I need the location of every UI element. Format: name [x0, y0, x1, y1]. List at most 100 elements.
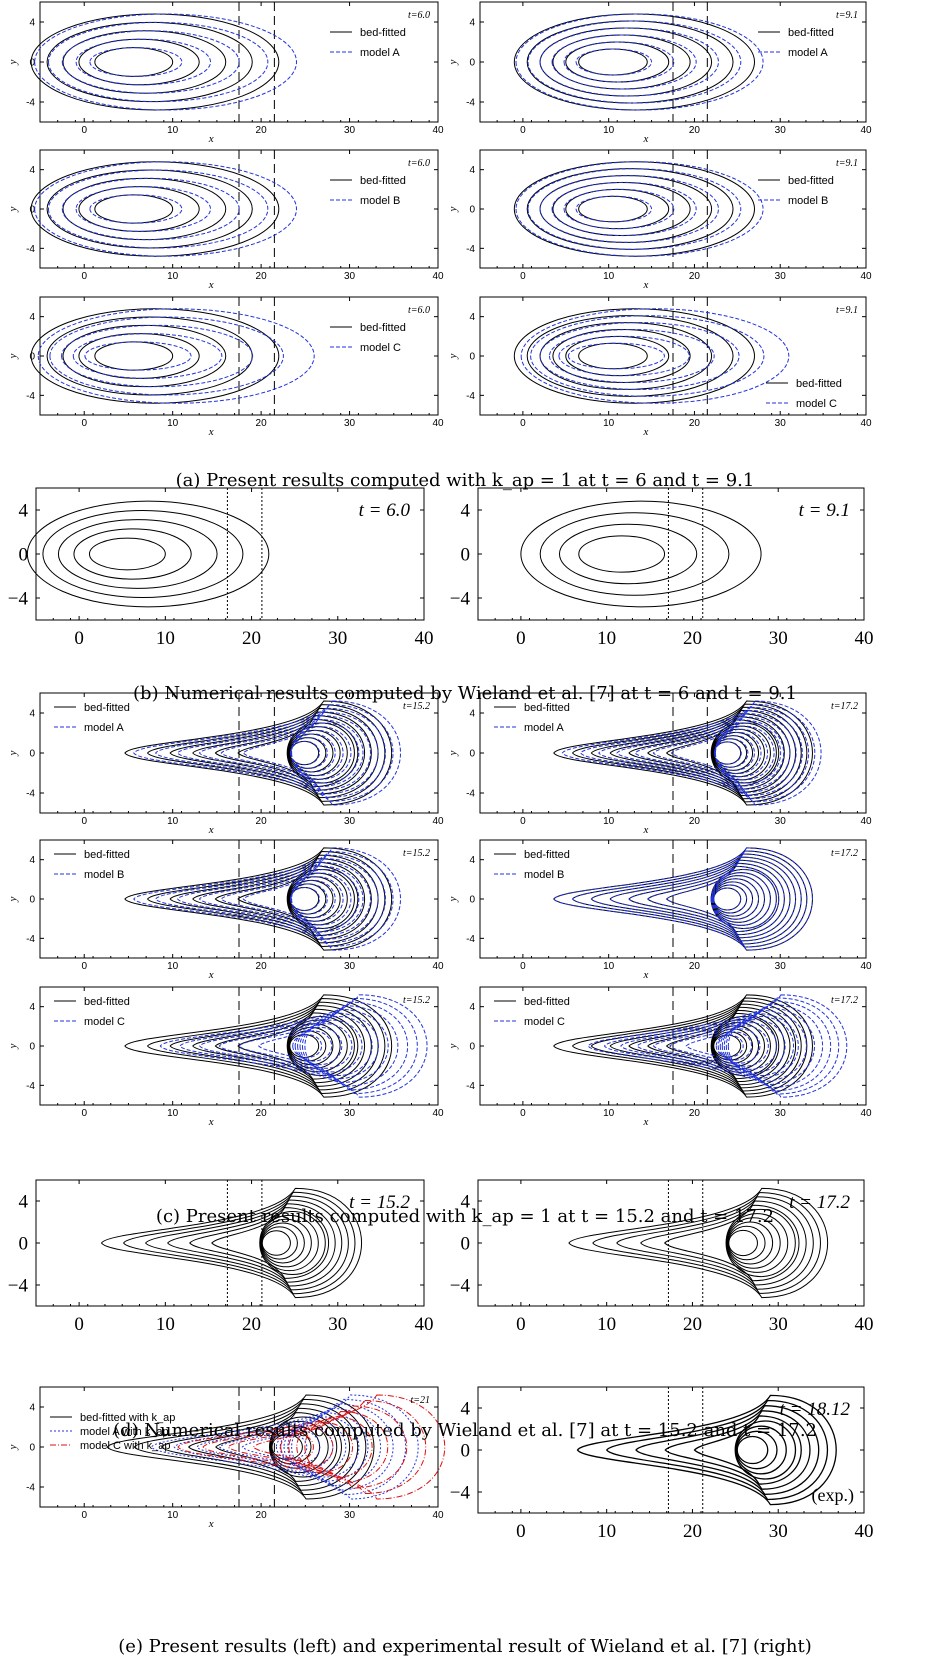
contour-model	[714, 725, 775, 781]
x-axis-label: x	[643, 824, 649, 836]
x-axis-label: x	[208, 133, 214, 145]
contour-bed-fitted	[30, 308, 280, 404]
contour-bed-fitted	[726, 1213, 789, 1273]
time-label: t=21	[410, 1395, 430, 1406]
contour-bed-fitted	[62, 324, 227, 388]
x-tick-label: 10	[597, 1314, 616, 1335]
contour-bed-fitted	[726, 1217, 781, 1269]
contour-model-c	[296, 1422, 354, 1472]
x-axis-label: x	[208, 969, 214, 981]
contour-bed-fitted	[269, 1416, 338, 1478]
contour-bed-fitted	[146, 997, 386, 1095]
contour-model	[290, 729, 344, 777]
contour-bed-fitted	[146, 704, 386, 802]
y-tick-label: -4	[26, 244, 35, 255]
contour-model	[198, 711, 379, 795]
contour-model	[575, 195, 653, 223]
x-tick-label: 30	[769, 1521, 788, 1542]
x-tick-label: 20	[256, 816, 268, 827]
chart-b-l: 0 10 20 30 40 −4 0 4 t = 6.0	[8, 487, 434, 649]
contour-model	[198, 858, 379, 940]
legend-label: bed-fitted	[524, 849, 570, 861]
x-tick-label: 30	[328, 628, 347, 649]
y-tick-label: 0	[469, 749, 475, 760]
x-tick-label: 20	[689, 418, 701, 429]
contour-bed-fitted	[578, 195, 648, 223]
legend: bed-fitted model C	[494, 996, 570, 1028]
contour-model	[275, 1434, 308, 1460]
x-tick-label: 10	[603, 271, 615, 282]
contour-model	[539, 322, 740, 390]
contour-model	[652, 716, 791, 790]
legend-label: bed-fitted	[84, 702, 130, 714]
contour-model	[61, 177, 240, 241]
contour-model	[590, 853, 802, 945]
legend-label: bed-fitted	[524, 996, 570, 1008]
y-axis-label: y	[447, 206, 459, 212]
contour-model	[159, 994, 428, 1098]
contour-bed-fitted	[169, 707, 379, 799]
x-tick-label: 0	[81, 418, 87, 429]
contour-model	[603, 997, 839, 1095]
contour-model	[133, 700, 401, 806]
contour-model	[290, 876, 344, 922]
contour-model	[49, 316, 284, 396]
y-tick-label: 4	[469, 1002, 475, 1013]
x-tick-label: 20	[256, 1108, 268, 1119]
contour-bed-fitted	[539, 322, 713, 390]
x-tick-label: 40	[432, 125, 444, 136]
contour-bed-fitted	[260, 1218, 312, 1268]
legend-label: bed-fitted	[360, 27, 406, 39]
contour-model	[575, 48, 653, 76]
contour-bed-fitted	[106, 1394, 375, 1500]
x-axis-label: x	[208, 1518, 214, 1530]
legend: bed-fitted model C	[766, 378, 842, 410]
y-tick-label: 0	[461, 545, 471, 566]
x-axis-label: x	[208, 426, 214, 438]
x-tick-label: 0	[81, 1108, 87, 1119]
contour-bed-fitted	[261, 1230, 291, 1256]
contour-bed-fitted	[94, 47, 174, 77]
y-tick-label: 0	[469, 352, 475, 363]
contour-bed-fitted	[237, 1012, 359, 1080]
contour-model	[47, 21, 269, 103]
contour-set	[124, 700, 401, 806]
contour-bed-fitted	[289, 1034, 320, 1058]
legend-label: bed-fitted	[360, 175, 406, 187]
contour-bed-fitted	[553, 700, 813, 806]
contour-model	[89, 47, 183, 77]
y-tick-label: 0	[29, 352, 35, 363]
contour-bed-fitted	[734, 1420, 797, 1480]
contour-model	[241, 1412, 369, 1482]
time-label: t = 17.2	[789, 1192, 850, 1213]
y-axis-label: y	[7, 896, 19, 902]
x-tick-label: 20	[242, 628, 261, 649]
y-tick-label: 0	[461, 1234, 471, 1255]
y-tick-label: 4	[29, 165, 35, 176]
y-tick-label: −4	[450, 1276, 471, 1297]
contour-bed-fitted	[513, 308, 755, 404]
x-tick-label: 10	[597, 1521, 616, 1542]
contour-model	[515, 161, 764, 257]
contour-bed-fitted	[539, 512, 730, 596]
contour-model	[150, 1394, 419, 1500]
y-tick-label: 0	[19, 545, 29, 566]
contour-bed-fitted	[259, 1211, 326, 1275]
y-axis-label: y	[447, 59, 459, 65]
contour-model	[290, 726, 352, 780]
contour-bed-fitted	[628, 713, 791, 793]
contour-bed-fitted	[616, 1196, 814, 1290]
x-tick-label: 10	[603, 418, 615, 429]
y-tick-label: 0	[469, 895, 475, 906]
legend-label: bed-fitted	[360, 322, 406, 334]
contour-bed-fitted	[214, 861, 365, 937]
x-tick-label: 30	[344, 816, 356, 827]
y-tick-label: -4	[26, 98, 35, 109]
contour-bed-fitted	[711, 875, 765, 923]
y-tick-label: 0	[469, 205, 475, 216]
x-tick-label: 20	[689, 1108, 701, 1119]
contour-set	[553, 847, 813, 951]
y-tick-label: 4	[461, 501, 471, 522]
